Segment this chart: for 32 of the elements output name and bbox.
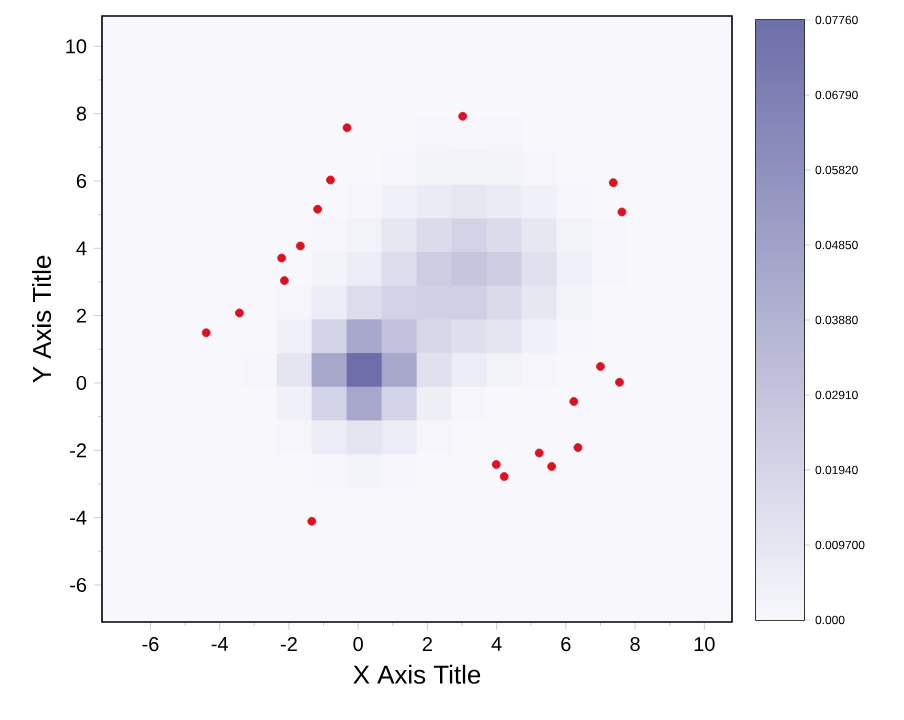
x-tick-label: 6 — [561, 637, 571, 652]
x-tick-label: 0 — [353, 637, 363, 652]
y-tick-label: -2 — [70, 443, 86, 458]
y-tick-label: 8 — [76, 106, 87, 121]
y-tick-label: 4 — [76, 241, 87, 256]
point — [342, 123, 352, 133]
y-tick-label: 6 — [76, 173, 87, 189]
x-tick-label: 8 — [630, 637, 640, 652]
x-tick-label: 4 — [491, 637, 502, 651]
y-axis-title: Y Axis Title — [32, 255, 52, 383]
x-tick-label: -6 — [142, 637, 159, 652]
y-tick-label: -6 — [70, 577, 87, 593]
point — [499, 472, 509, 481]
x-tick-label: -2 — [280, 637, 297, 651]
point — [547, 462, 557, 471]
y-tick-label: 0 — [76, 375, 87, 391]
point — [608, 178, 618, 188]
x-axis-title: X Axis Title — [353, 664, 481, 684]
point — [596, 362, 605, 371]
y-tick-label: 10 — [66, 39, 87, 54]
point — [307, 516, 317, 526]
point — [617, 207, 627, 217]
point — [235, 308, 244, 318]
x-tick-label: -4 — [211, 637, 228, 651]
point — [458, 111, 468, 121]
point — [201, 328, 211, 338]
y-tick-label: -4 — [70, 510, 87, 525]
y-tick-label: 2 — [76, 308, 86, 323]
point — [615, 377, 624, 387]
x-tick-label: 10 — [694, 637, 715, 652]
x-tick-label: 2 — [422, 637, 432, 651]
point — [491, 460, 501, 469]
